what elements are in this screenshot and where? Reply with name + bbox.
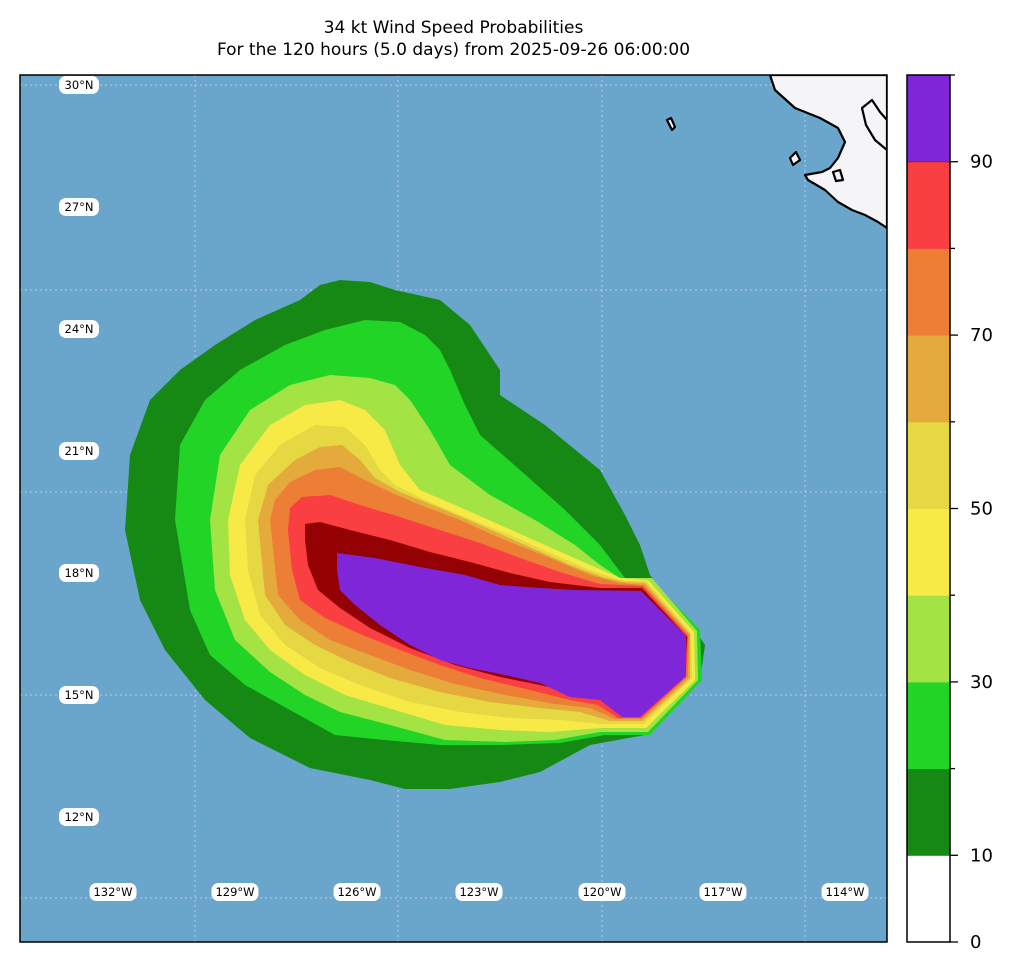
contour-90 — [337, 553, 686, 717]
lat-label-6: 12°N — [59, 808, 99, 826]
label-text: 30°N — [65, 78, 94, 92]
label-text: 117°W — [703, 885, 742, 899]
colorbar: 0 10 30 50 70 90 — [906, 74, 993, 953]
map-frame — [19, 74, 888, 943]
colorbar-bin-8 — [907, 161, 950, 249]
baja-california — [768, 75, 887, 230]
label-box — [59, 198, 99, 216]
colorbar-tick-label: 90 — [970, 152, 993, 173]
lat-label-2: 24°N — [59, 320, 99, 338]
label-text: 120°W — [582, 885, 621, 899]
label-box — [699, 883, 747, 901]
latitude-labels: 30°N 27°N 24°N 21°N 18°N 15°N 12°N — [59, 76, 99, 826]
label-box — [59, 76, 99, 94]
island-2 — [788, 150, 802, 167]
colorbar-bin-6 — [907, 335, 950, 423]
lon-label-6: 114°W — [821, 883, 869, 901]
label-box — [59, 320, 99, 338]
colorbar-tick-label: 70 — [970, 325, 993, 346]
lon-label-3: 123°W — [455, 883, 503, 901]
longitude-labels: 132°W 129°W 126°W 123°W 120°W 117°W 114°W — [89, 883, 869, 901]
lat-label-1: 27°N — [59, 198, 99, 216]
label-text: 24°N — [65, 322, 94, 336]
label-text: 18°N — [65, 566, 94, 580]
colorbar-bin-2 — [907, 681, 950, 770]
lat-label-5: 15°N — [59, 686, 99, 704]
lat-label-4: 18°N — [59, 564, 99, 582]
label-text: 123°W — [459, 885, 498, 899]
label-box — [59, 808, 99, 826]
label-text: 27°N — [65, 200, 94, 214]
lon-label-4: 120°W — [578, 883, 626, 901]
probability-contours — [125, 280, 705, 789]
chart-subtitle: For the 120 hours (5.0 days) from 2025-0… — [216, 40, 691, 60]
colorbar-bin-3 — [907, 595, 950, 683]
colorbar-bin-5 — [907, 421, 950, 509]
lon-label-0: 132°W — [89, 883, 137, 901]
label-text: 132°W — [93, 885, 132, 899]
lon-label-2: 126°W — [333, 883, 381, 901]
label-box — [578, 883, 626, 901]
baja-peninsula-tip — [860, 98, 887, 152]
label-text: 126°W — [337, 885, 376, 899]
colorbar-bin-1 — [907, 768, 950, 856]
colorbar-bin-0 — [907, 855, 950, 943]
lat-label-3: 21°N — [59, 442, 99, 460]
lat-label-0: 30°N — [59, 76, 99, 94]
label-text: 114°W — [825, 885, 864, 899]
label-box — [59, 686, 99, 704]
land — [665, 75, 887, 230]
label-box — [333, 883, 381, 901]
label-text: 15°N — [65, 688, 94, 702]
label-box — [59, 442, 99, 460]
label-box — [821, 883, 869, 901]
label-box — [59, 564, 99, 582]
lon-label-5: 117°W — [699, 883, 747, 901]
colorbar-tick-label: 50 — [970, 499, 993, 520]
island-1 — [665, 116, 677, 132]
lon-label-1: 129°W — [211, 883, 259, 901]
label-text: 129°W — [215, 885, 254, 899]
colorbar-bin-4 — [907, 508, 950, 596]
colorbar-bin-top — [907, 75, 950, 162]
label-box — [89, 883, 137, 901]
colorbar-tick-label: 30 — [970, 672, 993, 693]
colorbar-tick-label: 0 — [970, 932, 981, 953]
label-box — [211, 883, 259, 901]
label-text: 12°N — [65, 810, 94, 824]
colorbar-tick-label: 10 — [970, 845, 993, 866]
label-box — [455, 883, 503, 901]
colorbar-bin-7 — [907, 248, 950, 336]
label-text: 21°N — [65, 444, 94, 458]
island-3 — [831, 168, 845, 183]
chart-title: 34 kt Wind Speed Probabilities — [323, 18, 584, 38]
